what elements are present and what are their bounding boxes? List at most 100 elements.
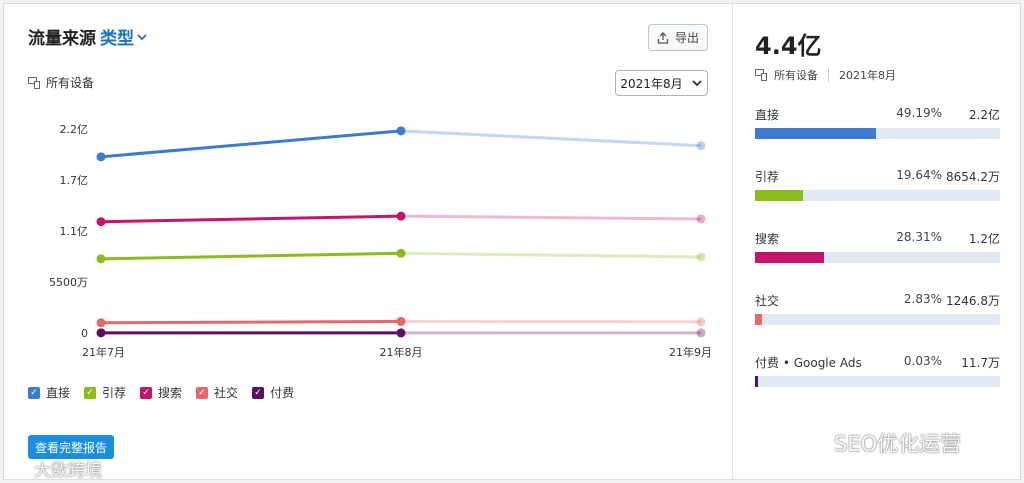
- x-tick-label: 21年7月: [82, 345, 125, 359]
- series-forecast-line-引荐: [400, 251, 702, 259]
- legend-label: 社交: [214, 386, 239, 400]
- share-bar-track: [755, 252, 1000, 263]
- source-row: 搜索 28.31% 1.2亿: [755, 230, 1000, 292]
- traffic-line-chart: 2.2亿 1.7亿 1.1亿 5500万 0 21年7月 21年8月 21年9月: [49, 123, 712, 359]
- series-line-引荐: [100, 251, 402, 261]
- checkbox-icon[interactable]: ✓: [252, 386, 265, 399]
- data-point-引荐: [396, 248, 406, 258]
- y-tick-label: 1.1亿: [60, 225, 89, 238]
- data-point-付费: [96, 328, 106, 338]
- series-line-社交: [100, 319, 402, 325]
- y-tick-label: 0: [81, 327, 88, 340]
- data-point-社交: [96, 318, 106, 328]
- data-point-搜索: [696, 214, 706, 224]
- share-bar-track: [755, 376, 1000, 387]
- share-bar-track: [755, 128, 1000, 139]
- legend-label: 搜索: [158, 386, 183, 400]
- watermark-right: SEO优化运营: [798, 428, 961, 458]
- legend-item[interactable]: ✓ 引荐: [84, 384, 126, 401]
- summary-meta: 所有设备 2021年8月: [755, 67, 896, 83]
- device-filter-label: 所有设备: [46, 76, 95, 90]
- upload-icon: [657, 31, 669, 44]
- title-text: 流量来源: [28, 29, 96, 49]
- data-point-付费: [696, 328, 706, 338]
- share-bar-track: [755, 314, 1000, 325]
- report-button-label: 查看完整报告: [35, 440, 108, 455]
- checkbox-icon[interactable]: ✓: [140, 386, 153, 399]
- data-point-社交: [396, 316, 406, 326]
- source-row: 引荐 19.64% 8654.2万: [755, 168, 1000, 230]
- data-point-搜索: [96, 217, 106, 227]
- source-name: 搜索: [755, 232, 780, 246]
- logo-icon: [12, 460, 27, 475]
- month-select[interactable]: 2021年8月: [615, 70, 708, 96]
- source-row: 直接 49.19% 2.2亿: [755, 106, 1000, 168]
- source-percent: 0.03%: [903, 354, 942, 368]
- data-point-搜索: [396, 211, 406, 221]
- source-percent: 2.83%: [903, 292, 942, 306]
- source-value: 11.7万: [961, 356, 1000, 370]
- data-point-引荐: [96, 254, 106, 264]
- source-row: 社交 2.83% 1246.8万: [755, 292, 1000, 354]
- data-point-引荐: [696, 252, 706, 262]
- traffic-sources-card: 流量来源 类型 导出 所有设备 2021年8月 2.2亿 1.7亿 1.1亿 5500…: [3, 3, 1021, 481]
- legend-label: 直接: [46, 386, 71, 400]
- type-dropdown[interactable]: 类型: [100, 24, 148, 49]
- share-bar-fill: [755, 252, 825, 263]
- panel-divider: [732, 4, 733, 479]
- share-bar-fill: [755, 128, 876, 139]
- summary-device-label: 所有设备: [774, 69, 818, 82]
- y-tick-label: 5500万: [49, 276, 88, 289]
- y-tick-label: 2.2亿: [60, 123, 89, 136]
- summary-month: 2021年8月: [839, 69, 896, 82]
- data-point-直接: [96, 152, 106, 162]
- share-bar-track: [755, 190, 1000, 201]
- source-name: 社交: [755, 294, 780, 308]
- device-filter[interactable]: 所有设备: [28, 74, 94, 91]
- meta-separator: [828, 68, 829, 82]
- widget-title: 流量来源 类型: [28, 24, 148, 49]
- series-forecast-line-直接: [400, 129, 702, 148]
- total-traffic: 4.4亿: [755, 32, 822, 60]
- legend-label: 引荐: [102, 386, 127, 400]
- series-line-直接: [100, 129, 402, 159]
- legend-item[interactable]: ✓ 付费: [252, 384, 294, 401]
- chevron-down-icon: [691, 80, 702, 87]
- watermark-right-text: SEO优化运营: [834, 432, 962, 456]
- data-point-付费: [396, 328, 406, 338]
- source-breakdown-list: 直接 49.19% 2.2亿 引荐 19.64% 8654.2万 搜索 28.31% 1.2亿社…: [755, 106, 1000, 416]
- source-value: 1.2亿: [968, 232, 1000, 246]
- data-point-社交: [696, 317, 706, 327]
- series-forecast-line-搜索: [400, 214, 702, 221]
- watermark-left: 大数跨境: [10, 456, 102, 481]
- source-value: 2.2亿: [968, 108, 1000, 122]
- export-button[interactable]: 导出: [648, 24, 708, 51]
- wechat-icon: [799, 432, 826, 453]
- x-tick-label: 21年8月: [380, 345, 423, 359]
- y-tick-label: 1.7亿: [60, 174, 89, 187]
- month-select-value: 2021年8月: [620, 76, 683, 91]
- checkbox-icon[interactable]: ✓: [28, 386, 40, 399]
- chevron-down-icon: [137, 33, 147, 40]
- source-value: 1246.8万: [946, 294, 1000, 308]
- share-bar-fill: [755, 314, 762, 325]
- checkbox-icon[interactable]: ✓: [196, 386, 209, 399]
- data-point-直接: [396, 126, 406, 136]
- source-row: 付费 • Google Ads 0.03% 11.7万: [755, 354, 1000, 416]
- share-bar-fill: [755, 376, 758, 387]
- legend-item[interactable]: ✓ 社交: [196, 384, 238, 401]
- chart-legend: ✓ 直接 ✓ 引荐 ✓ 搜索 ✓ 社交 ✓ 付费: [28, 384, 294, 401]
- type-dropdown-label: 类型: [100, 29, 134, 49]
- legend-item[interactable]: ✓ 搜索: [140, 384, 182, 401]
- watermark-left-text: 大数跨境: [34, 461, 102, 481]
- legend-label: 付费: [270, 386, 295, 400]
- legend-item[interactable]: ✓ 直接: [28, 384, 70, 401]
- source-name: 付费 • Google Ads: [755, 356, 862, 370]
- data-point-直接: [696, 141, 706, 151]
- export-label: 导出: [674, 31, 699, 45]
- source-value: 8654.2万: [946, 170, 1000, 184]
- checkbox-icon[interactable]: ✓: [84, 386, 97, 399]
- devices-icon: [28, 76, 40, 89]
- view-full-report-button[interactable]: 查看完整报告: [28, 435, 115, 459]
- source-percent: 19.64%: [896, 168, 942, 182]
